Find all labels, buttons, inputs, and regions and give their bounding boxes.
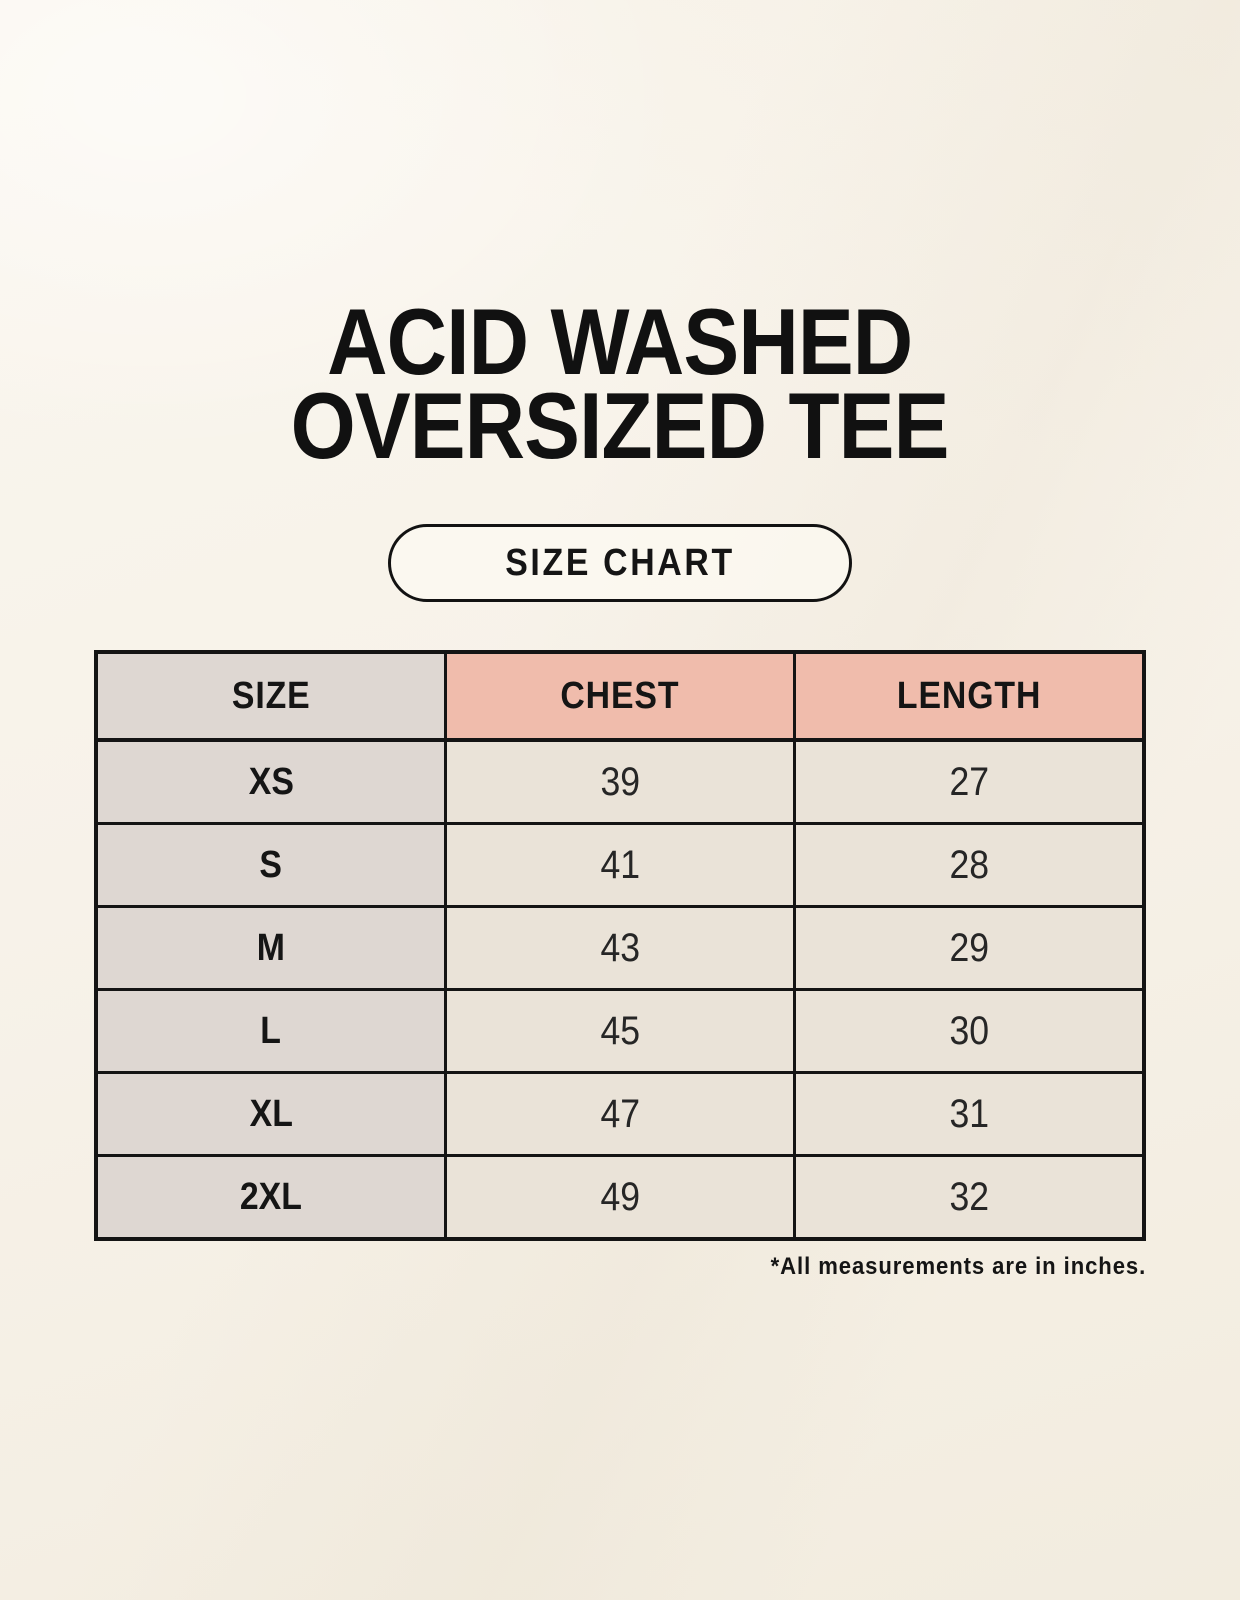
size-label: L: [260, 1009, 282, 1052]
column-header-length: LENGTH: [793, 650, 1146, 742]
column-header-chest: CHEST: [443, 650, 797, 742]
column-header-chest-label: CHEST: [560, 674, 680, 717]
size-cell: M: [94, 905, 447, 991]
chest-value: 43: [600, 925, 640, 970]
size-cell: 2XL: [94, 1154, 447, 1241]
table-row: S 41 28: [94, 822, 1146, 908]
table-header-row: SIZE CHEST LENGTH: [94, 650, 1146, 742]
chest-value-cell: 43: [443, 905, 797, 991]
length-value-cell: 28: [793, 822, 1146, 908]
product-title: ACID WASHED OVERSIZED TEE: [0, 0, 1240, 478]
size-label: 2XL: [239, 1175, 302, 1218]
size-chart-button-label: SIZE CHART: [505, 541, 735, 584]
chest-value: 39: [600, 759, 640, 804]
chest-value-cell: 45: [443, 988, 797, 1074]
length-value: 32: [949, 1174, 989, 1219]
length-value: 27: [949, 759, 989, 804]
chest-value-cell: 41: [443, 822, 797, 908]
table-row: XS 39 27: [94, 738, 1146, 825]
size-cell: XS: [94, 738, 447, 825]
chest-value: 45: [600, 1008, 640, 1053]
size-chart-button[interactable]: SIZE CHART: [388, 524, 852, 602]
length-value-cell: 30: [793, 988, 1146, 1074]
measurement-note: *All measurements are in inches.: [94, 1253, 1146, 1281]
chest-value-cell: 49: [443, 1154, 797, 1241]
chest-value: 49: [600, 1174, 640, 1219]
table-row: L 45 30: [94, 988, 1146, 1074]
table-row: 2XL 49 32: [94, 1154, 1146, 1241]
length-value-cell: 29: [793, 905, 1146, 991]
length-value-cell: 32: [793, 1154, 1146, 1241]
length-value: 30: [949, 1008, 989, 1053]
table-row: M 43 29: [94, 905, 1146, 991]
length-value: 31: [949, 1091, 989, 1136]
length-value: 29: [949, 925, 989, 970]
chest-value: 41: [600, 842, 640, 887]
size-label: XL: [249, 1092, 293, 1135]
product-title-line2: OVERSIZED TEE: [291, 373, 950, 478]
length-value: 28: [949, 842, 989, 887]
chest-value-cell: 39: [443, 738, 797, 825]
measurement-note-text: *All measurements are in inches.: [770, 1253, 1146, 1280]
chest-value-cell: 47: [443, 1071, 797, 1157]
size-cell: L: [94, 988, 447, 1074]
size-label: S: [259, 843, 283, 886]
size-label: M: [256, 926, 285, 969]
table-row: XL 47 31: [94, 1071, 1146, 1157]
chest-value: 47: [600, 1091, 640, 1136]
size-cell: S: [94, 822, 447, 908]
column-header-size: SIZE: [94, 650, 447, 742]
column-header-size-label: SIZE: [231, 674, 311, 717]
product-title-line1: ACID WASHED: [327, 289, 913, 394]
size-cell: XL: [94, 1071, 447, 1157]
size-label: XS: [248, 760, 294, 803]
length-value-cell: 27: [793, 738, 1146, 825]
column-header-length-label: LENGTH: [896, 674, 1042, 717]
size-chart-table: SIZE CHEST LENGTH XS 39 27 S 41 28 M 43 …: [94, 650, 1146, 1241]
length-value-cell: 31: [793, 1071, 1146, 1157]
